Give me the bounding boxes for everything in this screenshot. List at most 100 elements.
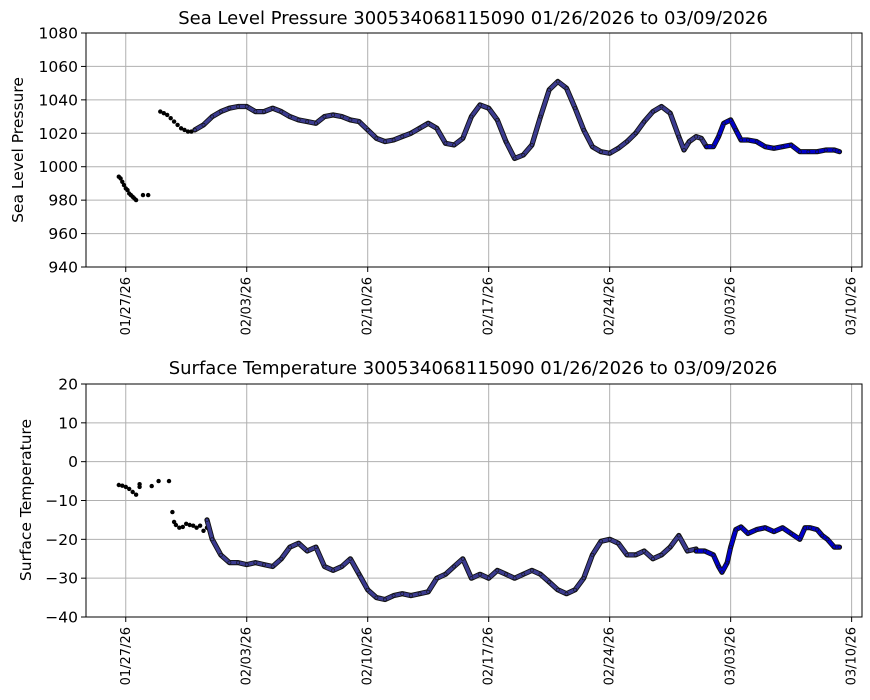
data-point [133, 492, 139, 497]
data-point [120, 483, 125, 488]
data-point [166, 478, 172, 484]
data-point [391, 593, 396, 598]
data-point [733, 527, 738, 532]
x-tick-label: 02/17/26 [482, 627, 497, 685]
series-line [205, 518, 698, 602]
data-point [140, 192, 146, 198]
data-point [270, 106, 275, 111]
series-early [116, 109, 198, 203]
series-late [693, 524, 843, 575]
data-point [521, 572, 526, 577]
data-point [158, 109, 163, 114]
data-point [426, 121, 431, 126]
data-point [832, 148, 837, 152]
data-point [694, 549, 699, 553]
series-outline [192, 78, 710, 161]
data-point [616, 146, 621, 151]
data-point [486, 106, 491, 111]
data-point [780, 144, 785, 149]
data-point [365, 587, 370, 592]
data-point [339, 114, 344, 119]
grid [86, 32, 862, 268]
data-point [253, 109, 258, 114]
data-point [754, 527, 759, 532]
data-point [305, 119, 310, 124]
data-point [279, 109, 284, 114]
data-point [270, 564, 275, 569]
data-point [716, 564, 721, 569]
data-point [149, 483, 154, 489]
data-point [797, 537, 802, 542]
data-point [668, 545, 673, 550]
data-point [789, 143, 794, 147]
data-point [711, 144, 716, 149]
data-point [227, 106, 232, 111]
data-point [607, 537, 612, 542]
data-point [728, 545, 733, 550]
data-point [460, 136, 465, 141]
data-point [417, 126, 422, 131]
data-point [123, 484, 128, 490]
y-axis-label: Surface Temperature [17, 419, 35, 581]
x-tick-label: 03/03/26 [724, 277, 739, 335]
data-point [201, 528, 206, 533]
data-point [296, 541, 301, 546]
data-point [495, 568, 500, 573]
data-point [659, 553, 664, 557]
data-point [694, 134, 699, 139]
data-point [197, 523, 203, 528]
data-point [651, 109, 655, 114]
data-point [547, 580, 552, 584]
data-point [173, 522, 179, 528]
data-point [339, 564, 344, 569]
data-point [236, 104, 241, 109]
data-point [676, 533, 681, 538]
y-tick-label: −30 [45, 570, 78, 588]
data-point [733, 127, 738, 132]
data-point [704, 144, 709, 149]
data-point [137, 482, 142, 487]
data-point [555, 587, 560, 592]
data-point [205, 518, 209, 522]
data-point [763, 525, 768, 530]
data-point [815, 527, 820, 532]
data-point [460, 556, 465, 561]
data-point [116, 482, 122, 488]
data-point [170, 509, 175, 515]
data-point [125, 187, 130, 193]
data-point [512, 576, 517, 581]
data-point [789, 531, 794, 536]
y-tick-label: 1020 [39, 125, 78, 143]
data-point [564, 591, 569, 596]
data-point [408, 593, 413, 598]
x-tick-label: 02/10/26 [361, 277, 376, 335]
data-point [121, 182, 127, 188]
data-point [739, 138, 743, 142]
data-point [564, 86, 569, 91]
data-point [383, 139, 387, 144]
data-point [383, 597, 387, 602]
y-tick-label: −20 [45, 531, 78, 549]
y-axis-label: Sea Level Pressure [9, 77, 27, 223]
data-point [642, 549, 647, 553]
data-point [725, 560, 730, 565]
data-point [682, 148, 686, 152]
data-point [348, 118, 353, 122]
data-point [702, 549, 707, 553]
data-point [625, 139, 629, 144]
data-point [331, 113, 336, 117]
data-point [443, 141, 448, 146]
data-point [772, 146, 776, 151]
x-tick-label: 02/03/26 [240, 277, 255, 335]
data-point [469, 576, 474, 581]
data-point [400, 591, 405, 596]
data-point [651, 556, 655, 561]
data-point [837, 545, 842, 550]
data-point [218, 553, 223, 557]
data-point [633, 131, 638, 136]
data-point [161, 111, 166, 116]
series-early [116, 478, 210, 533]
data-point [156, 478, 161, 484]
data-point [685, 549, 690, 553]
